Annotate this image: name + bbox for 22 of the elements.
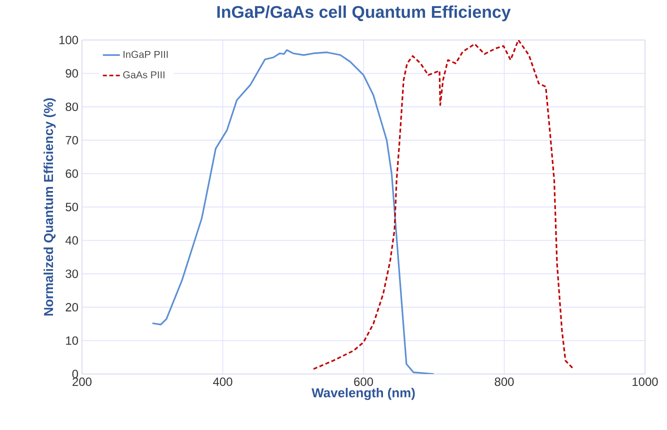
- chart-title: InGaP/GaAs cell Quantum Efficiency: [217, 6, 511, 22]
- y-tick-label: 20: [66, 302, 78, 312]
- line-series: [312, 40, 574, 370]
- y-axis-title: Normalized Quantum Efficiency (%): [44, 98, 56, 316]
- x-tick-label: 600: [354, 378, 374, 386]
- x-tick-label: 400: [213, 378, 232, 386]
- x-axis-title: Wavelength (nm): [312, 388, 415, 400]
- y-tick-label: 90: [66, 69, 78, 78]
- x-tick-label: 1000: [632, 378, 658, 386]
- y-tick-label: 10: [66, 336, 78, 345]
- x-tick-label: 200: [72, 378, 92, 386]
- legend-label: GaAs PIII: [123, 71, 164, 78]
- legend-label: InGaP PIII: [124, 50, 168, 58]
- y-tick-label: 50: [66, 202, 78, 212]
- y-tick-label: 60: [66, 169, 78, 178]
- y-tick-label: 40: [65, 236, 78, 245]
- y-tick-label: 80: [66, 102, 78, 112]
- x-tick-label: 800: [494, 378, 514, 386]
- y-tick-label: 30: [66, 270, 78, 278]
- y-tick-label: 100: [59, 36, 78, 44]
- y-tick-label: 0: [72, 370, 78, 378]
- y-tick-label: 70: [66, 136, 78, 144]
